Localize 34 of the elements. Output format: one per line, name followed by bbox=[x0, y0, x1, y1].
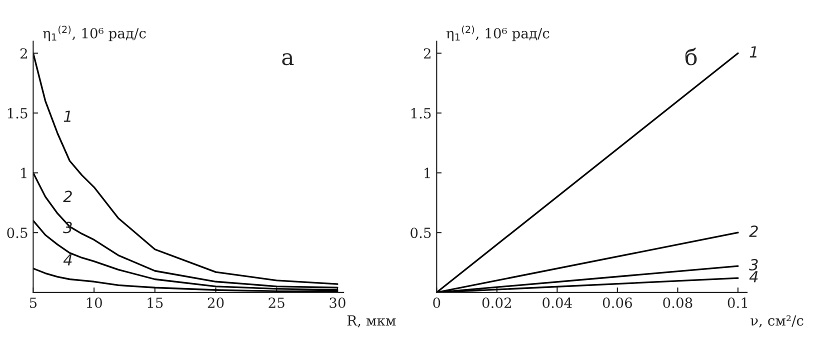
x-tick-label: 15 bbox=[148, 298, 163, 308]
y-axis-title: η$_{1}$$^{(2)}$, 10⁶ рад/с bbox=[446, 26, 550, 42]
series-label: 3 bbox=[749, 258, 758, 271]
x-tick-label: 0.06 bbox=[602, 298, 632, 308]
x-axis-title: R, мкм bbox=[347, 315, 396, 328]
x-tick-label: 30 bbox=[330, 298, 346, 308]
x-tick-label: 5 bbox=[30, 298, 37, 308]
x-tick-label: 0.1 bbox=[728, 298, 748, 308]
y-tick-label: 0.5 bbox=[410, 228, 431, 238]
y-tick-label: 1.5 bbox=[8, 108, 28, 119]
series-label: 4 bbox=[63, 254, 72, 266]
series-label: 2 bbox=[749, 225, 758, 237]
y-tick-label: 2 bbox=[424, 48, 430, 59]
x-tick-label: 0.08 bbox=[663, 298, 692, 308]
x-tick-label: 0.02 bbox=[482, 298, 512, 308]
annotation: б bbox=[685, 48, 697, 66]
series-label: 2 bbox=[63, 190, 72, 202]
x-tick-label: 0.04 bbox=[542, 298, 572, 308]
y-tick-label: 1.5 bbox=[411, 108, 431, 119]
series-label: 1 bbox=[750, 46, 756, 58]
y-tick-label: 2 bbox=[20, 48, 27, 59]
series-label: 3 bbox=[63, 222, 72, 234]
y-tick-label: 1 bbox=[424, 168, 430, 178]
annotation: а bbox=[282, 53, 294, 66]
y-axis-title: η$_{1}$$^{(2)}$, 10⁶ рад/с bbox=[43, 26, 146, 42]
series-label: 1 bbox=[64, 110, 71, 122]
x-tick-label: 0 bbox=[433, 298, 440, 308]
x-tick-label: 20 bbox=[208, 298, 224, 308]
y-tick-label: 1 bbox=[21, 168, 26, 178]
x-tick-label: 10 bbox=[86, 298, 102, 308]
series-label: 4 bbox=[749, 271, 758, 282]
x-tick-label: 25 bbox=[268, 298, 284, 308]
y-tick-label: 0.5 bbox=[7, 228, 28, 238]
x-axis-title: ν, см²/с bbox=[750, 315, 804, 328]
